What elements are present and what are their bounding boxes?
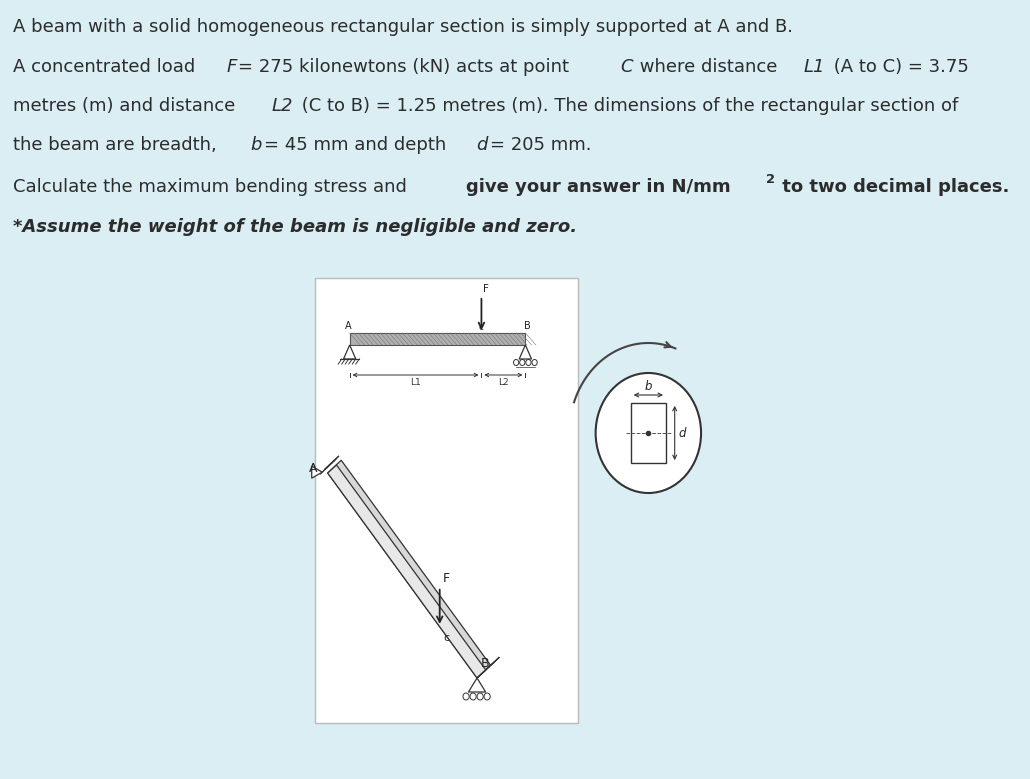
Circle shape bbox=[525, 359, 531, 365]
Polygon shape bbox=[519, 345, 531, 359]
Bar bbox=[349, 333, 525, 345]
Text: *Assume the weight of the beam is negligible and zero.: *Assume the weight of the beam is neglig… bbox=[13, 218, 577, 236]
Text: to two decimal places.: to two decimal places. bbox=[777, 178, 1009, 196]
Circle shape bbox=[595, 373, 701, 493]
Bar bbox=[314, 278, 578, 723]
Text: B: B bbox=[523, 321, 530, 331]
Polygon shape bbox=[477, 657, 500, 678]
Text: 2: 2 bbox=[766, 173, 776, 186]
Text: L2: L2 bbox=[499, 378, 509, 387]
Text: L1: L1 bbox=[410, 378, 421, 387]
Polygon shape bbox=[328, 460, 490, 678]
Text: F: F bbox=[442, 572, 449, 585]
Text: L2: L2 bbox=[272, 97, 294, 115]
Circle shape bbox=[514, 359, 519, 365]
Text: d: d bbox=[477, 136, 488, 154]
Text: c: c bbox=[479, 323, 484, 332]
Circle shape bbox=[477, 693, 483, 700]
Text: Calculate the maximum bending stress and: Calculate the maximum bending stress and bbox=[13, 178, 413, 196]
Circle shape bbox=[484, 693, 490, 700]
Polygon shape bbox=[343, 345, 355, 359]
Bar bbox=[630, 403, 666, 463]
Text: (A to C) = 3.75: (A to C) = 3.75 bbox=[827, 58, 968, 76]
Text: (C to B) = 1.25 metres (m). The dimensions of the rectangular section of: (C to B) = 1.25 metres (m). The dimensio… bbox=[296, 97, 958, 115]
Text: C: C bbox=[620, 58, 632, 76]
Text: metres (m) and distance: metres (m) and distance bbox=[13, 97, 241, 115]
Text: the beam are breadth,: the beam are breadth, bbox=[13, 136, 222, 154]
Circle shape bbox=[462, 693, 469, 700]
Polygon shape bbox=[312, 466, 322, 478]
Text: b: b bbox=[645, 380, 652, 393]
Text: A beam with a solid homogeneous rectangular section is simply supported at A and: A beam with a solid homogeneous rectangu… bbox=[13, 18, 793, 36]
Circle shape bbox=[531, 359, 538, 365]
Text: c: c bbox=[443, 633, 449, 643]
Text: b: b bbox=[250, 136, 262, 154]
Text: = 205 mm.: = 205 mm. bbox=[489, 136, 591, 154]
Text: A: A bbox=[345, 321, 351, 331]
Text: where distance: where distance bbox=[634, 58, 783, 76]
Text: F: F bbox=[227, 58, 237, 76]
Polygon shape bbox=[469, 678, 486, 692]
Text: give your answer in N/mm: give your answer in N/mm bbox=[467, 178, 731, 196]
Text: d: d bbox=[678, 426, 686, 439]
Text: = 275 kilonewtons (kN) acts at point: = 275 kilonewtons (kN) acts at point bbox=[238, 58, 575, 76]
Text: A concentrated load: A concentrated load bbox=[13, 58, 201, 76]
Text: F: F bbox=[483, 284, 489, 294]
Circle shape bbox=[470, 693, 476, 700]
Text: = 45 mm and depth: = 45 mm and depth bbox=[264, 136, 451, 154]
Text: L1: L1 bbox=[803, 58, 825, 76]
Text: A: A bbox=[309, 461, 317, 474]
Polygon shape bbox=[328, 465, 486, 678]
Text: B: B bbox=[481, 657, 489, 670]
Circle shape bbox=[520, 359, 525, 365]
